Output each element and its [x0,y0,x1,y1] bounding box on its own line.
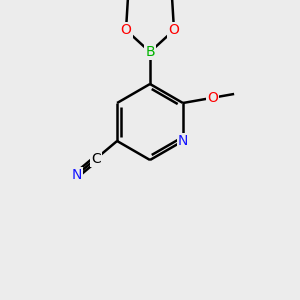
Text: B: B [145,45,155,59]
Text: N: N [71,168,82,182]
Text: N: N [178,134,188,148]
Text: C: C [91,152,100,166]
Text: O: O [207,91,218,105]
Text: O: O [169,23,179,37]
Text: O: O [121,23,131,37]
